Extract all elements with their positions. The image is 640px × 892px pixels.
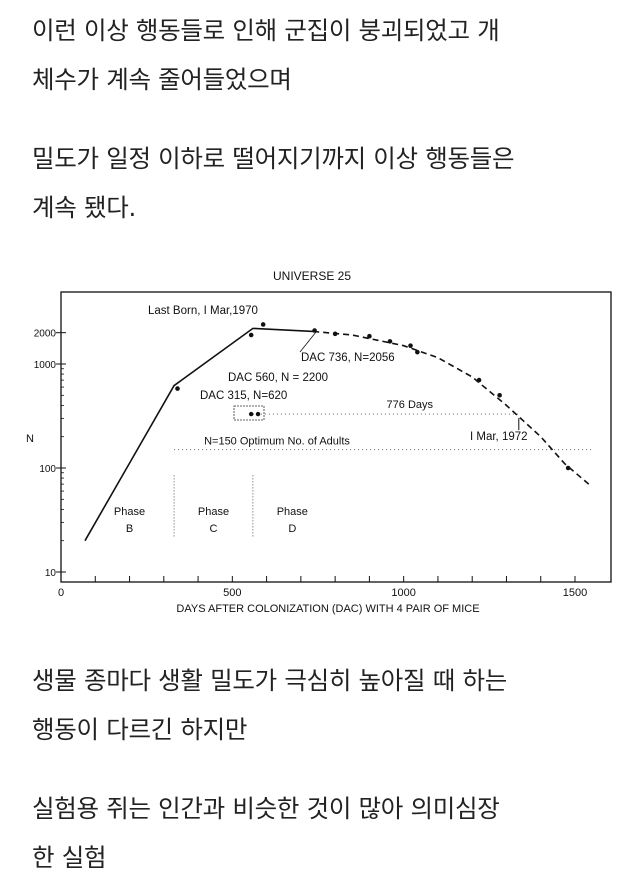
phase-letter: D	[288, 523, 296, 535]
data-point	[497, 393, 502, 398]
dashed-population-line	[313, 330, 590, 485]
paragraph-2: 밀도가 일정 이하로 떨어지기까지 이상 행동들은 계속 됐다.	[32, 134, 630, 232]
paragraph-3: 생물 종마다 생활 밀도가 극심히 높아질 때 하는 행동이 다르긴 하지만	[32, 656, 630, 754]
text-line: 체수가 계속 줄어들었으며	[32, 65, 292, 94]
y-tick-label: 2000	[34, 329, 57, 340]
data-point	[565, 465, 571, 471]
text-line: 계속 됐다.	[32, 193, 136, 222]
text-line: 생물 종마다 생활 밀도가 극심히 높아질 때 하는	[32, 666, 507, 695]
phase-label: Phase	[198, 506, 229, 518]
y-tick-label: 100	[39, 464, 56, 475]
data-point	[387, 339, 393, 344]
text-line: 실험용 쥐는 인간과 비슷한 것이 많아 의미심장	[32, 794, 500, 823]
y-axis-label: N	[26, 433, 34, 445]
text-line: 밀도가 일정 이하로 떨어지기까지 이상 행동들은	[32, 144, 515, 173]
phase-letter: C	[210, 523, 218, 535]
highlight-box	[233, 405, 265, 421]
reference-line-label: N=150 Optimum No. of Adults	[204, 436, 350, 448]
data-point	[367, 333, 372, 339]
paragraph-4: 실험용 쥐는 인간과 비슷한 것이 많아 의미심장 한 실험	[32, 784, 630, 882]
x-tick-label: 1500	[563, 587, 587, 599]
data-point	[408, 343, 413, 348]
data-point	[255, 411, 261, 417]
annotation: Last Born, I Mar,1970	[148, 305, 258, 317]
annotation: DAC 315, N=620	[200, 390, 287, 402]
text-line: 한 실험	[32, 843, 107, 872]
data-point	[175, 386, 180, 391]
annotation: DAC 736, N=2056	[301, 352, 395, 364]
paragraph-1: 이런 이상 행동들로 인해 군집이 붕괴되었고 개 체수가 계속 줄어들었으며	[32, 6, 630, 104]
solid-population-line	[84, 327, 314, 542]
x-tick-label: 500	[223, 587, 241, 599]
annotation: DAC 560, N = 2200	[228, 372, 328, 384]
phase-label: Phase	[114, 506, 145, 518]
y-tick-label: 1000	[34, 360, 57, 371]
annotation-pointer	[299, 331, 317, 353]
y-tick-label: 10	[45, 568, 57, 579]
data-point	[248, 411, 254, 417]
data-point	[248, 332, 254, 338]
data-point	[476, 377, 482, 383]
x-axis-label: DAYS AFTER COLONIZATION (DAC) WITH 4 PAI…	[176, 603, 479, 615]
chart-title: UNIVERSE 25	[273, 269, 351, 283]
text-line: 행동이 다르긴 하지만	[32, 715, 248, 744]
text-line: 이런 이상 행동들로 인해 군집이 붕괴되었고 개	[32, 16, 500, 45]
x-tick-label: 1000	[391, 587, 415, 599]
phase-label: Phase	[277, 506, 308, 518]
reference-line-label: 776 Days	[387, 399, 434, 411]
data-point	[260, 322, 266, 327]
annotation: I Mar, 1972	[470, 431, 528, 443]
universe-25-chart: UNIVERSE 25 N DAYS AFTER COLONIZATION (D…	[26, 269, 612, 615]
data-point	[312, 328, 317, 333]
data-point	[415, 349, 420, 355]
phase-letter: B	[126, 523, 133, 535]
data-point	[332, 331, 338, 337]
x-tick-label: 0	[58, 587, 64, 599]
